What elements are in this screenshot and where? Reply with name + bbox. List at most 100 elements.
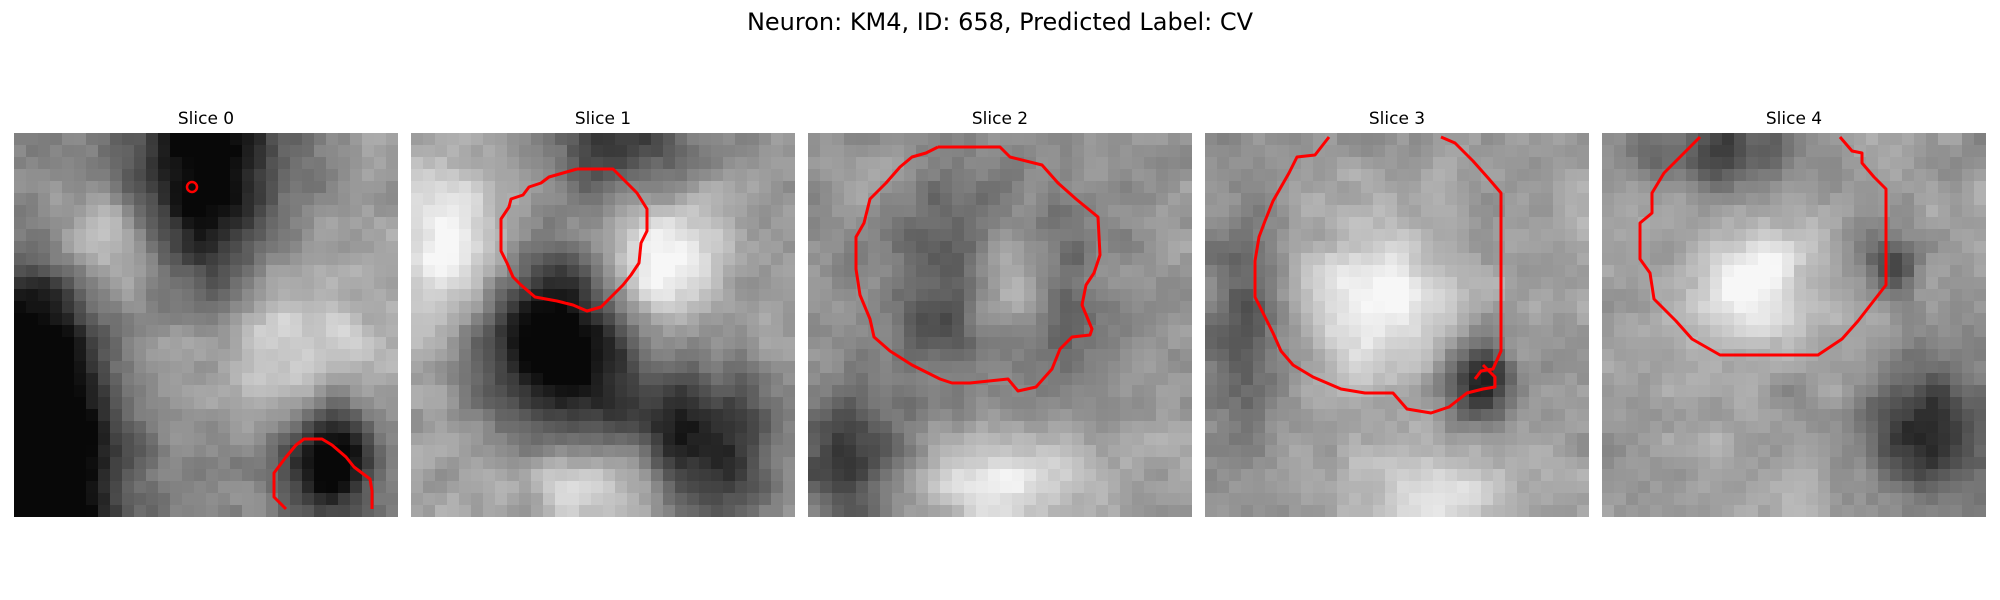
- pixel-cell: [266, 397, 279, 410]
- pixel-cell: [1144, 205, 1157, 218]
- pixel-cell: [98, 505, 111, 517]
- pixel-cell: [1349, 205, 1362, 218]
- pixel-cell: [1433, 493, 1446, 506]
- pixel-cell: [1349, 265, 1362, 278]
- pixel-cell: [808, 349, 821, 362]
- pixel-cell: [1397, 337, 1410, 350]
- membrane-contour: [854, 145, 1102, 393]
- pixel-cell: [74, 313, 87, 326]
- pixel-cell: [1000, 169, 1013, 182]
- pixel-cell: [1650, 253, 1663, 266]
- pixel-cell: [1373, 205, 1386, 218]
- pixel-cell: [1301, 409, 1314, 422]
- pixel-cell: [771, 253, 784, 266]
- pixel-cell: [230, 421, 243, 434]
- pixel-cell: [1120, 205, 1133, 218]
- pixel-cell: [1794, 145, 1807, 158]
- pixel-cell: [86, 397, 99, 410]
- pixel-cell: [1048, 445, 1061, 458]
- pixel-cell: [615, 325, 628, 338]
- pixel-cell: [110, 193, 123, 206]
- pixel-cell: [62, 445, 75, 458]
- pixel-cell: [326, 229, 339, 242]
- pixel-cell: [1878, 217, 1891, 230]
- pixel-cell: [1000, 301, 1013, 314]
- pixel-cell: [435, 433, 448, 446]
- pixel-cell: [1962, 409, 1975, 422]
- pixel-cell: [820, 469, 833, 482]
- pixel-cell: [1180, 265, 1192, 278]
- pixel-cell: [1481, 181, 1494, 194]
- pixel-cell: [651, 169, 664, 182]
- pixel-cell: [1842, 445, 1855, 458]
- pixel-cell: [1337, 397, 1350, 410]
- pixel-cell: [1000, 205, 1013, 218]
- pixel-cell: [362, 169, 375, 182]
- pixel-cell: [122, 397, 135, 410]
- pixel-cell: [771, 457, 784, 470]
- pixel-cell: [627, 157, 640, 170]
- pixel-cell: [880, 457, 893, 470]
- pixel-cell: [483, 157, 496, 170]
- pixel-cell: [1950, 397, 1963, 410]
- pixel-cell: [1060, 373, 1073, 386]
- pixel-cell: [1433, 445, 1446, 458]
- pixel-cell: [170, 157, 183, 170]
- pixel-cell: [98, 325, 111, 338]
- pixel-cell: [988, 421, 1001, 434]
- pixel-cell: [591, 469, 604, 482]
- pixel-cell: [543, 337, 556, 350]
- pixel-cell: [1830, 205, 1843, 218]
- pixel-cell: [687, 349, 700, 362]
- pixel-cell: [940, 313, 953, 326]
- pixel-cell: [350, 325, 363, 338]
- pixel-cell: [1517, 289, 1530, 302]
- pixel-cell: [362, 217, 375, 230]
- pixel-cell: [338, 397, 351, 410]
- pixel-cell: [1132, 229, 1145, 242]
- pixel-cell: [1457, 325, 1470, 338]
- pixel-cell: [230, 289, 243, 302]
- pixel-cell: [567, 217, 580, 230]
- pixel-cell: [1481, 229, 1494, 242]
- pixel-cell: [1950, 337, 1963, 350]
- pixel-cell: [1902, 205, 1915, 218]
- pixel-cell: [555, 217, 568, 230]
- pixel-cell: [735, 205, 748, 218]
- pixel-cell: [350, 205, 363, 218]
- pixel-cell: [1180, 289, 1192, 302]
- pixel-cell: [1842, 253, 1855, 266]
- pixel-cell: [302, 373, 315, 386]
- pixel-cell: [110, 241, 123, 254]
- pixel-cell: [362, 277, 375, 290]
- pixel-cell: [759, 181, 772, 194]
- pixel-cell: [14, 181, 27, 194]
- pixel-cell: [1818, 157, 1831, 170]
- pixel-cell: [976, 181, 989, 194]
- pixel-cell: [771, 217, 784, 230]
- pixel-cell: [555, 181, 568, 194]
- pixel-cell: [627, 205, 640, 218]
- pixel-cell: [1120, 133, 1133, 146]
- pixel-cell: [783, 397, 795, 410]
- pixel-cell: [783, 313, 795, 326]
- pixel-cell: [1000, 421, 1013, 434]
- pixel-cell: [266, 337, 279, 350]
- pixel-cell: [711, 277, 724, 290]
- pixel-cell: [1662, 289, 1675, 302]
- pixel-cell: [1060, 229, 1073, 242]
- pixel-cell: [1433, 433, 1446, 446]
- pixel-cell: [350, 409, 363, 422]
- pixel-cell: [170, 469, 183, 482]
- pixel-cell: [423, 133, 436, 146]
- pixel-cell: [1866, 205, 1879, 218]
- pixel-cell: [1686, 349, 1699, 362]
- pixel-cell: [892, 361, 905, 374]
- pixel-cell: [266, 205, 279, 218]
- pixel-cell: [699, 313, 712, 326]
- pixel-cell: [134, 493, 147, 506]
- pixel-cell: [651, 289, 664, 302]
- membrane-contour-left: [1253, 136, 1497, 415]
- pixel-cell: [639, 505, 652, 517]
- pixel-cell: [1036, 217, 1049, 230]
